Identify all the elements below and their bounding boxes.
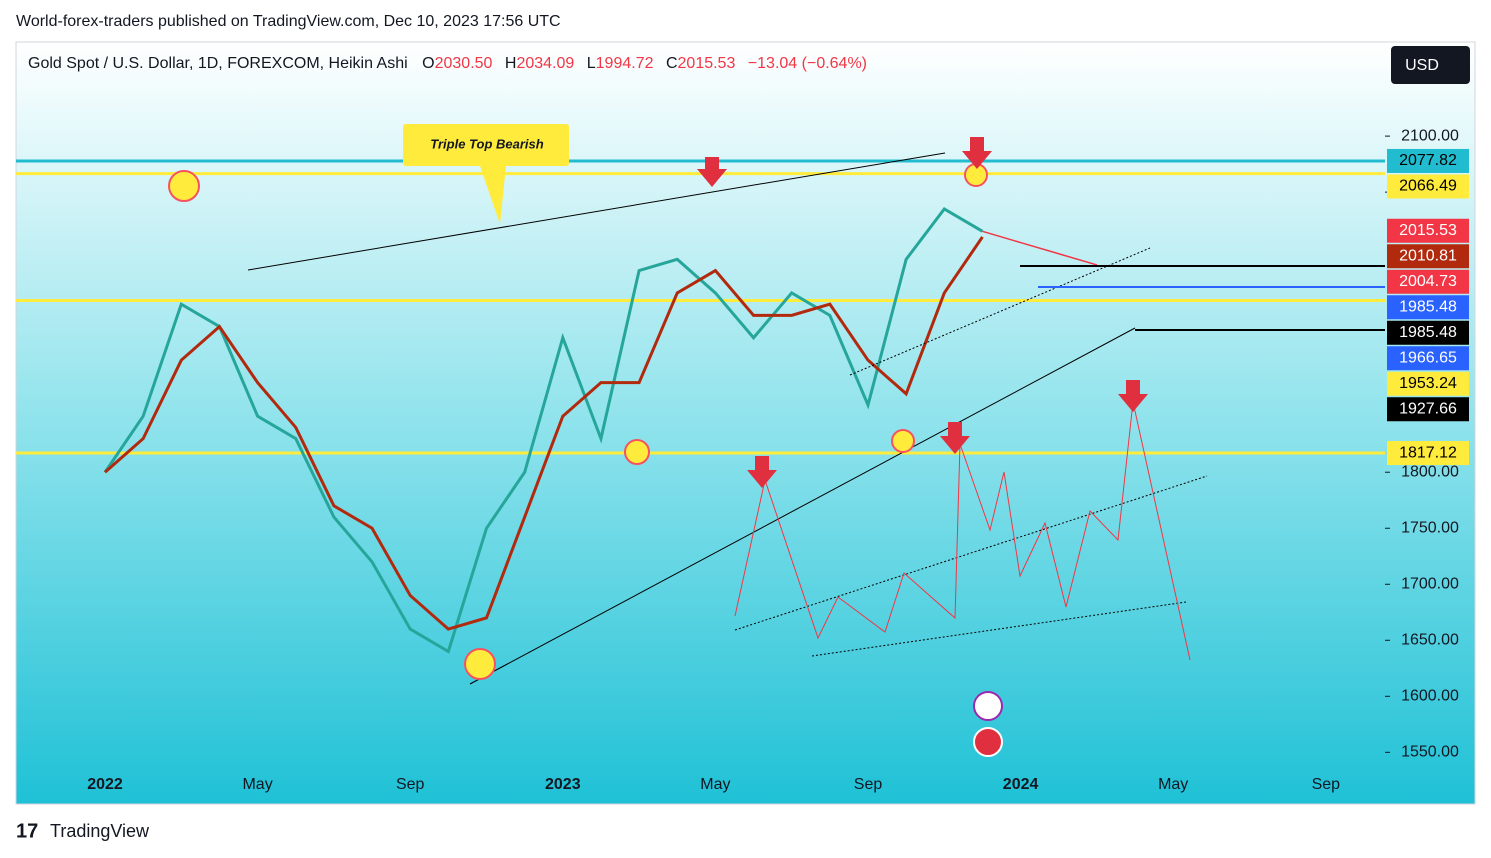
price-label: 1985.48 xyxy=(1399,298,1457,315)
price-label: 2077.82 xyxy=(1399,152,1457,169)
trend-line xyxy=(247,152,946,271)
price-label-box xyxy=(1387,174,1469,199)
price-label-box xyxy=(1387,397,1469,422)
brand: TradingView xyxy=(50,821,150,841)
trend-line xyxy=(734,475,1208,631)
ohlc-value: 2030.50 xyxy=(435,55,493,72)
price-label-box xyxy=(1387,218,1469,243)
price-label: 1927.66 xyxy=(1399,400,1457,417)
ohlc-key: H xyxy=(505,55,517,72)
publisher: World-forex-traders published on Trading… xyxy=(16,13,561,30)
trend-line xyxy=(811,601,1187,657)
price-label-box xyxy=(1387,320,1469,345)
x-tick-label: May xyxy=(242,776,272,793)
marker xyxy=(624,439,650,465)
logo: 17 xyxy=(16,820,38,842)
price-label-box xyxy=(1387,295,1469,320)
y-tick-label: 1650.00 xyxy=(1401,631,1459,648)
marker xyxy=(168,170,200,202)
x-tick-label: Sep xyxy=(396,776,425,793)
ohlc-key: C xyxy=(666,55,678,72)
price-label-box xyxy=(1387,346,1469,371)
price-label-box xyxy=(1387,244,1469,269)
symbol: Gold Spot / U.S. Dollar, 1D, FOREXCOM, H… xyxy=(28,55,867,72)
projection-path xyxy=(734,401,1191,661)
y-tick-label: 1800.00 xyxy=(1401,463,1459,480)
marker xyxy=(464,648,496,680)
price-label: 1966.65 xyxy=(1399,349,1457,366)
annotation: Triple Top Bearish xyxy=(430,136,543,151)
currency-button[interactable] xyxy=(1391,46,1470,84)
plot: 1550.00 1600.00 1650.00 1700.00 1750.00 1800.… xyxy=(16,127,1469,793)
x-tick-label: Sep xyxy=(1312,776,1341,793)
callout xyxy=(403,124,569,224)
currency-label[interactable]: USD xyxy=(1405,57,1439,74)
price-label: 1953.24 xyxy=(1399,375,1457,392)
x-tick-label: 2023 xyxy=(545,776,581,793)
price-label: 2010.81 xyxy=(1399,247,1457,264)
y-tick-label: 1600.00 xyxy=(1401,688,1459,705)
event-icon xyxy=(973,727,1003,757)
drawings xyxy=(168,124,1385,757)
marker xyxy=(891,429,915,453)
arrow-down xyxy=(747,456,777,488)
change: −13.04 (−0.64%) xyxy=(748,55,867,72)
x-tick-label: Sep xyxy=(854,776,883,793)
arrow-down xyxy=(962,137,992,169)
y-tick-label: 1550.00 xyxy=(1401,744,1459,761)
ohlc-key: L xyxy=(587,55,596,72)
symbol-name: Gold Spot / U.S. Dollar, 1D, FOREXCOM, H… xyxy=(28,55,408,72)
price-label: 1817.12 xyxy=(1399,444,1457,461)
series-line xyxy=(982,230,1098,266)
ohlc-value: 2034.09 xyxy=(516,55,574,72)
price-label: 2066.49 xyxy=(1399,178,1457,195)
series-line xyxy=(104,236,984,631)
x-tick-label: 2022 xyxy=(87,776,123,793)
ohlc-key: O xyxy=(422,55,434,72)
ohlc-value: 2015.53 xyxy=(678,55,736,72)
arrow-down xyxy=(940,422,970,454)
price-label-box xyxy=(1387,269,1469,294)
x-tick-label: 2024 xyxy=(1003,776,1039,793)
x-tick-label: May xyxy=(1158,776,1188,793)
y-tick-label: 1700.00 xyxy=(1401,575,1459,592)
trend-line xyxy=(469,327,1136,685)
price-label: 2004.73 xyxy=(1399,273,1457,290)
arrow-down xyxy=(1118,380,1148,412)
chart-area xyxy=(15,41,1476,805)
x-tick-label: May xyxy=(700,776,730,793)
y-tick-label: 1750.00 xyxy=(1401,519,1459,536)
event-icon xyxy=(973,691,1003,721)
price-label-box xyxy=(1387,441,1469,466)
series-line xyxy=(103,206,984,654)
price-label-box xyxy=(1387,148,1469,173)
arrow-down xyxy=(697,157,727,187)
ohlc-value: 1994.72 xyxy=(596,55,654,72)
y-tick-label: 2100.00 xyxy=(1401,127,1459,144)
price-label-box xyxy=(1387,371,1469,396)
price-label: 2015.53 xyxy=(1399,222,1457,239)
price-label: 1985.48 xyxy=(1399,324,1457,341)
